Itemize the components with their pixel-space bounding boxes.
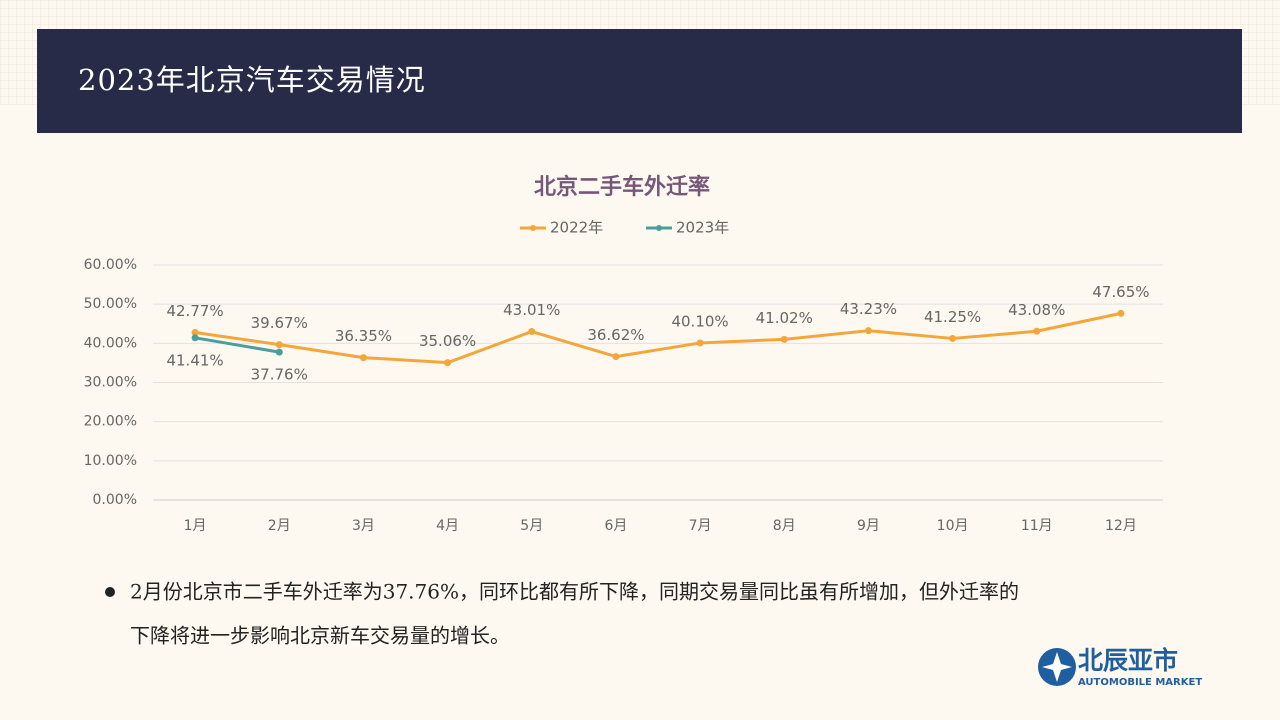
data-label: 37.76% — [251, 366, 308, 384]
legend-dot — [656, 225, 662, 231]
data-label: 41.41% — [166, 351, 223, 369]
data-label: 43.08% — [1008, 301, 1065, 319]
data-point — [864, 327, 872, 335]
legend-dot — [530, 225, 536, 231]
data-point — [275, 348, 283, 356]
data-point — [949, 334, 957, 342]
y-tick-label: 10.00% — [84, 453, 137, 469]
data-point — [780, 335, 788, 343]
x-tick-label: 2月 — [268, 518, 291, 534]
logo-name: 北辰亚市 — [1078, 646, 1178, 675]
data-label: 35.06% — [419, 332, 476, 350]
data-label: 41.25% — [924, 308, 981, 326]
logo-star — [1042, 652, 1072, 682]
data-point — [444, 359, 452, 367]
y-tick-label: 50.00% — [84, 296, 137, 312]
data-point — [1117, 309, 1125, 317]
data-point — [612, 353, 620, 361]
x-tick-label: 1月 — [184, 518, 207, 534]
y-tick-label: 30.00% — [84, 375, 137, 391]
bullet-text: 2月份北京市二手车外迁率为37.76%，同环比都有所下降，同期交易量同比虽有所增… — [130, 580, 1019, 604]
data-label: 36.35% — [335, 327, 392, 345]
x-tick-label: 5月 — [520, 518, 543, 534]
y-tick-label: 20.00% — [84, 414, 137, 430]
data-point — [528, 328, 536, 336]
legend-label: 2023年 — [676, 219, 729, 237]
logo-subtitle: AUTOMOBILE MARKET — [1078, 677, 1202, 688]
x-tick-label: 4月 — [436, 518, 459, 534]
x-tick-label: 3月 — [352, 518, 375, 534]
data-label: 42.77% — [166, 302, 223, 320]
x-tick-label: 9月 — [857, 518, 880, 534]
data-point — [191, 328, 199, 336]
data-label: 39.67% — [251, 314, 308, 332]
x-tick-label: 10月 — [937, 518, 969, 534]
x-tick-label: 7月 — [689, 518, 712, 534]
header-title: 2023年北京汽车交易情况 — [78, 63, 426, 97]
series-line — [194, 311, 1122, 365]
data-label: 40.10% — [671, 312, 728, 330]
y-tick-label: 40.00% — [84, 335, 137, 351]
y-tick-label: 60.00% — [84, 257, 137, 273]
data-point — [275, 341, 283, 349]
x-tick-label: 8月 — [773, 518, 796, 534]
data-label: 36.62% — [587, 326, 644, 344]
data-point — [1033, 327, 1041, 335]
data-label: 47.65% — [1092, 283, 1149, 301]
x-tick-label: 6月 — [604, 518, 627, 534]
header-bar — [37, 29, 1242, 133]
legend-label: 2022年 — [550, 219, 603, 237]
data-point — [191, 334, 199, 342]
series-line — [194, 336, 280, 354]
x-tick-label: 11月 — [1021, 518, 1053, 534]
data-label: 41.02% — [756, 309, 813, 327]
data-point — [696, 339, 704, 347]
chart-title: 北京二手车外迁率 — [534, 174, 710, 200]
data-label: 43.23% — [840, 300, 897, 318]
y-tick-label: 0.00% — [93, 492, 137, 508]
data-label: 43.01% — [503, 301, 560, 319]
data-point — [359, 354, 367, 362]
x-tick-label: 12月 — [1105, 518, 1137, 534]
bullet-dot — [105, 587, 115, 597]
bullet-text: 下降将进一步影响北京新车交易量的增长。 — [130, 624, 510, 648]
